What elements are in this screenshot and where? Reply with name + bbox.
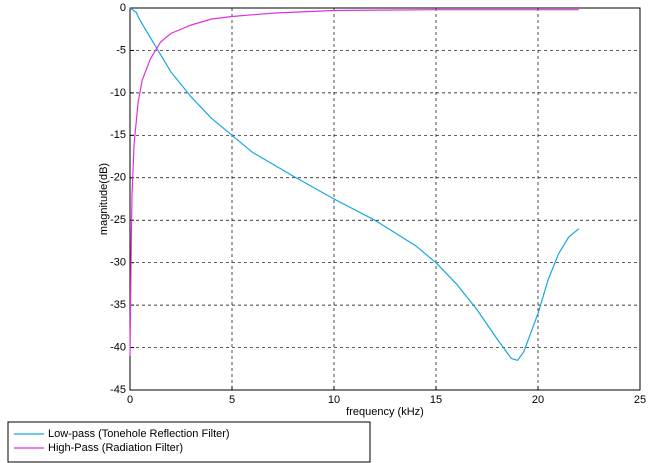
legend-label: High-Pass (Radiation Filter) — [48, 442, 183, 454]
y-axis-label: magnitude(dB) — [98, 163, 110, 235]
y-tick-label: -10 — [110, 87, 126, 99]
y-tick-label: -20 — [110, 172, 126, 184]
x-tick-label: 0 — [127, 394, 133, 406]
x-tick-label: 10 — [328, 394, 340, 406]
x-tick-label: 15 — [430, 394, 442, 406]
x-tick-label: 25 — [634, 394, 646, 406]
x-tick-label: 20 — [532, 394, 544, 406]
y-tick-label: -5 — [116, 44, 126, 56]
series-line — [129, 7, 580, 361]
y-tick-label: -30 — [110, 257, 126, 269]
y-tick-label: -35 — [110, 299, 126, 311]
y-tick-label: -15 — [110, 129, 126, 141]
legend — [7, 421, 371, 463]
plot-area — [129, 7, 641, 391]
x-axis-label: frequency (kHz) — [346, 406, 424, 418]
y-tick-label: 0 — [120, 2, 126, 14]
y-tick-label: -40 — [110, 341, 126, 353]
x-tick-label: 5 — [229, 394, 235, 406]
legend-label: Low-pass (Tonehole Reflection Filter) — [48, 428, 230, 440]
y-tick-label: -25 — [110, 214, 126, 226]
series-line — [129, 9, 579, 357]
y-tick-label: -45 — [110, 384, 126, 396]
